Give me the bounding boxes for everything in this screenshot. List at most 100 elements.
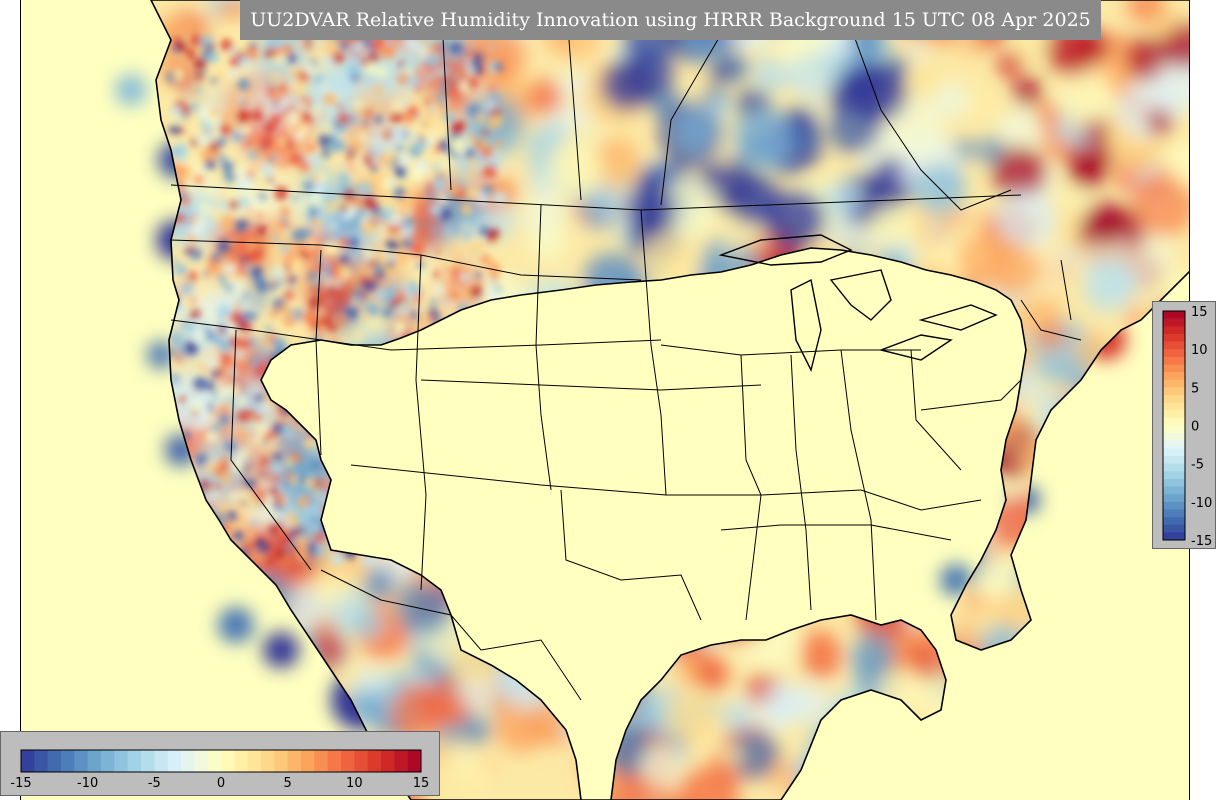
innovation-blob — [217, 368, 224, 375]
innovation-blob — [211, 393, 220, 401]
innovation-blob — [271, 233, 279, 241]
innovation-blob — [466, 78, 478, 89]
innovation-blob — [326, 283, 335, 293]
colorbar-swatch — [327, 750, 342, 772]
innovation-blob — [453, 74, 458, 79]
colorbar-swatch — [1163, 410, 1185, 419]
innovation-blob — [425, 99, 432, 106]
innovation-blob — [995, 189, 1057, 251]
innovation-blob — [183, 276, 191, 284]
innovation-blob — [266, 403, 272, 409]
innovation-blob — [203, 270, 211, 277]
boundary-line — [415, 254, 427, 591]
innovation-blob — [382, 308, 393, 318]
innovation-blob — [289, 85, 301, 96]
innovation-blob — [340, 163, 345, 168]
innovation-blob — [451, 120, 466, 134]
innovation-blob — [304, 477, 315, 489]
innovation-blob — [722, 702, 752, 732]
colorbar-swatch — [1163, 318, 1185, 327]
innovation-blob — [760, 682, 803, 724]
innovation-blob — [234, 218, 249, 233]
innovation-blob — [438, 292, 444, 298]
innovation-blob — [321, 84, 329, 92]
innovation-blob — [388, 129, 393, 134]
innovation-blob — [323, 93, 337, 107]
innovation-blob — [280, 478, 286, 483]
innovation-blob — [218, 607, 254, 643]
innovation-blob — [420, 271, 428, 279]
innovation-blob — [398, 154, 411, 167]
innovation-blob — [232, 530, 245, 543]
innovation-blob — [191, 401, 203, 412]
innovation-blob — [337, 237, 349, 249]
innovation-blob — [247, 264, 252, 270]
innovation-blob — [213, 335, 224, 346]
innovation-blob — [411, 242, 426, 256]
innovation-blob — [386, 206, 395, 216]
innovation-blob — [188, 252, 198, 261]
innovation-blob — [825, 179, 862, 216]
innovation-blob — [243, 291, 249, 298]
colorbar-frame — [20, 749, 422, 773]
innovation-blob — [185, 233, 197, 245]
innovation-blob — [230, 447, 235, 453]
colorbar-swatch — [181, 750, 195, 772]
innovation-blob — [246, 401, 251, 407]
innovation-blob — [359, 290, 366, 298]
innovation-blob — [261, 134, 274, 148]
innovation-blob — [732, 106, 796, 170]
innovation-blob — [493, 140, 502, 149]
innovation-blob — [437, 723, 460, 746]
innovation-blob — [437, 69, 445, 76]
innovation-blob — [282, 315, 295, 327]
innovation-blob — [234, 166, 247, 180]
innovation-blob — [322, 259, 331, 268]
innovation-blob — [312, 107, 322, 117]
innovation-blob — [284, 230, 291, 237]
innovation-blob — [296, 535, 308, 547]
innovation-blob — [452, 776, 480, 800]
innovation-blob — [270, 460, 283, 474]
innovation-blob — [395, 251, 408, 264]
innovation-blob — [243, 476, 257, 489]
innovation-blob — [314, 533, 326, 544]
innovation-blob — [236, 395, 247, 407]
innovation-blob — [207, 51, 219, 63]
political-boundaries — [170, 0, 1082, 701]
innovation-blob — [493, 191, 507, 205]
innovation-blob — [424, 55, 437, 68]
innovation-blob — [372, 84, 383, 94]
innovation-blob — [471, 242, 481, 252]
innovation-blob — [313, 489, 320, 496]
innovation-blob — [222, 169, 237, 184]
colorbar-swatch — [21, 750, 35, 772]
innovation-blob — [1165, 141, 1189, 186]
colorbar-tick-label: 10 — [1191, 343, 1208, 358]
colorbar-swatch — [194, 750, 208, 772]
innovation-blob — [288, 285, 294, 291]
colorbar-swatch — [1163, 387, 1185, 396]
innovation-blob — [458, 713, 491, 746]
innovation-blob — [320, 148, 331, 159]
innovation-blob — [247, 150, 258, 160]
innovation-blob — [387, 133, 392, 138]
innovation-blob — [211, 76, 218, 84]
innovation-blob — [227, 155, 235, 163]
innovation-blob — [357, 78, 363, 84]
innovation-blob — [371, 306, 380, 316]
innovation-blob — [307, 46, 313, 52]
innovation-blob — [450, 64, 458, 72]
innovation-blob — [443, 273, 450, 280]
innovation-blob — [371, 253, 377, 259]
innovation-blob — [218, 386, 232, 400]
innovation-blob — [254, 550, 263, 559]
innovation-blob — [319, 113, 325, 118]
colorbar-vertical-graphic: -15 -10 -5 0 5 10 15 — [1162, 305, 1212, 549]
colorbar-swatch — [114, 750, 128, 772]
boundary-line — [350, 464, 862, 496]
innovation-blob — [257, 212, 263, 219]
innovation-blob — [480, 254, 491, 265]
colorbar-tick-label: -15 — [10, 776, 31, 791]
innovation-blob — [394, 165, 407, 178]
